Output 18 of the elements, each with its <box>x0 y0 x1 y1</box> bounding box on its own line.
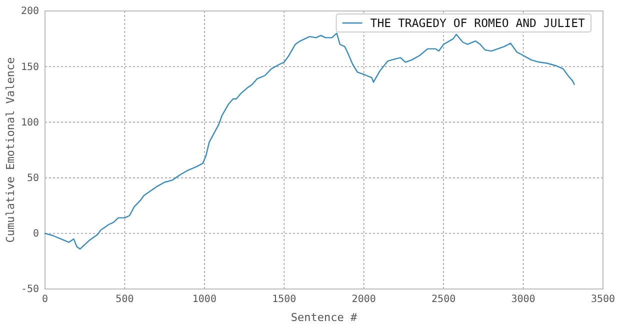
y-tick-label: 100 <box>20 117 39 128</box>
x-tick-label: 3500 <box>590 294 616 306</box>
y-tick-label: 50 <box>26 173 39 184</box>
y-tick-label: -50 <box>20 284 39 296</box>
x-tick-label: 2000 <box>352 294 376 306</box>
y-tick-label: 200 <box>20 6 39 18</box>
x-tick-label: 2500 <box>432 294 456 306</box>
y-axis-title: Cumulative Emotional Valence <box>4 57 17 243</box>
x-tick-label: 500 <box>116 294 134 306</box>
legend-label: THE TRAGEDY OF ROMEO AND JULIET <box>370 16 585 30</box>
x-tick-label: 1000 <box>192 294 216 306</box>
line-series <box>44 32 575 250</box>
x-tick-label: 1500 <box>272 294 296 306</box>
y-tick-label: 150 <box>20 62 39 73</box>
x-axis-title: Sentence # <box>290 311 358 324</box>
y-tick-label: 0 <box>32 228 39 240</box>
x-tick-label: 3000 <box>511 294 536 306</box>
x-tick-label: 0 <box>42 294 48 306</box>
